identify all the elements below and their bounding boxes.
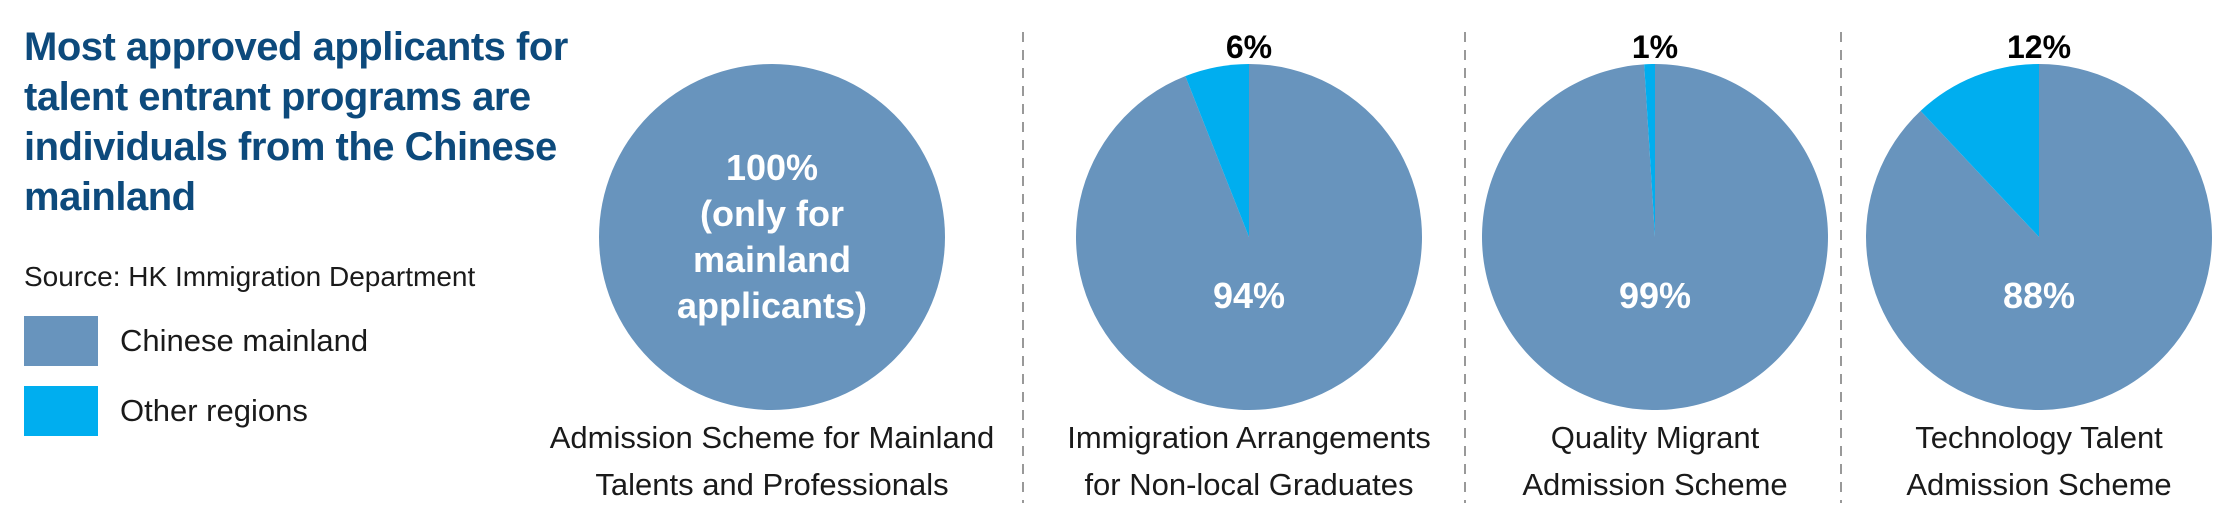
pie-slice-chinese-mainland <box>599 64 945 410</box>
pie-caption-line: Technology Talent <box>1915 420 2163 455</box>
pie-slice-other-regions <box>1644 64 1655 237</box>
pie-caption-line: Talents and Professionals <box>595 467 948 502</box>
slice-label-other-regions: 12% <box>2007 29 2071 65</box>
pie-slice-chinese-mainland <box>1482 64 1828 410</box>
slice-label-chinese-mainland: 99% <box>1619 275 1691 316</box>
slice-label-chinese-mainland: 88% <box>2003 275 2075 316</box>
pie-caption-line: Admission Scheme <box>1522 467 1787 502</box>
slice-label-line: (only for <box>700 193 844 234</box>
pie-caption-line: for Non-local Graduates <box>1084 467 1413 502</box>
slice-label-chinese-mainland: 94% <box>1213 275 1285 316</box>
slice-label-other-regions: 1% <box>1632 29 1678 65</box>
pie-caption-line: Quality Migrant <box>1551 420 1760 455</box>
pie-slice-chinese-mainland <box>1866 64 2213 410</box>
pie-slice-other-regions <box>1185 64 1249 237</box>
slice-label-line: mainland <box>693 239 851 280</box>
legend-swatch-other-regions <box>24 386 98 436</box>
slice-label-line: 100% <box>726 147 818 188</box>
pie-caption-line: Admission Scheme for Mainland <box>550 420 995 455</box>
pie-caption-line: Admission Scheme <box>1906 467 2171 502</box>
slice-label-other-regions: 6% <box>1226 29 1272 65</box>
chart-title: Most approved applicants for talent entr… <box>24 25 568 219</box>
pie-caption-line: Immigration Arrangements <box>1067 420 1431 455</box>
source-note: Source: HK Immigration Department <box>24 261 476 292</box>
legend-label-chinese-mainland: Chinese mainland <box>120 323 369 358</box>
pie-slice-other-regions <box>1920 64 2039 237</box>
slice-label-line: applicants) <box>677 285 867 326</box>
legend-swatch-chinese-mainland <box>24 316 98 366</box>
legend-label-other-regions: Other regions <box>120 393 308 428</box>
